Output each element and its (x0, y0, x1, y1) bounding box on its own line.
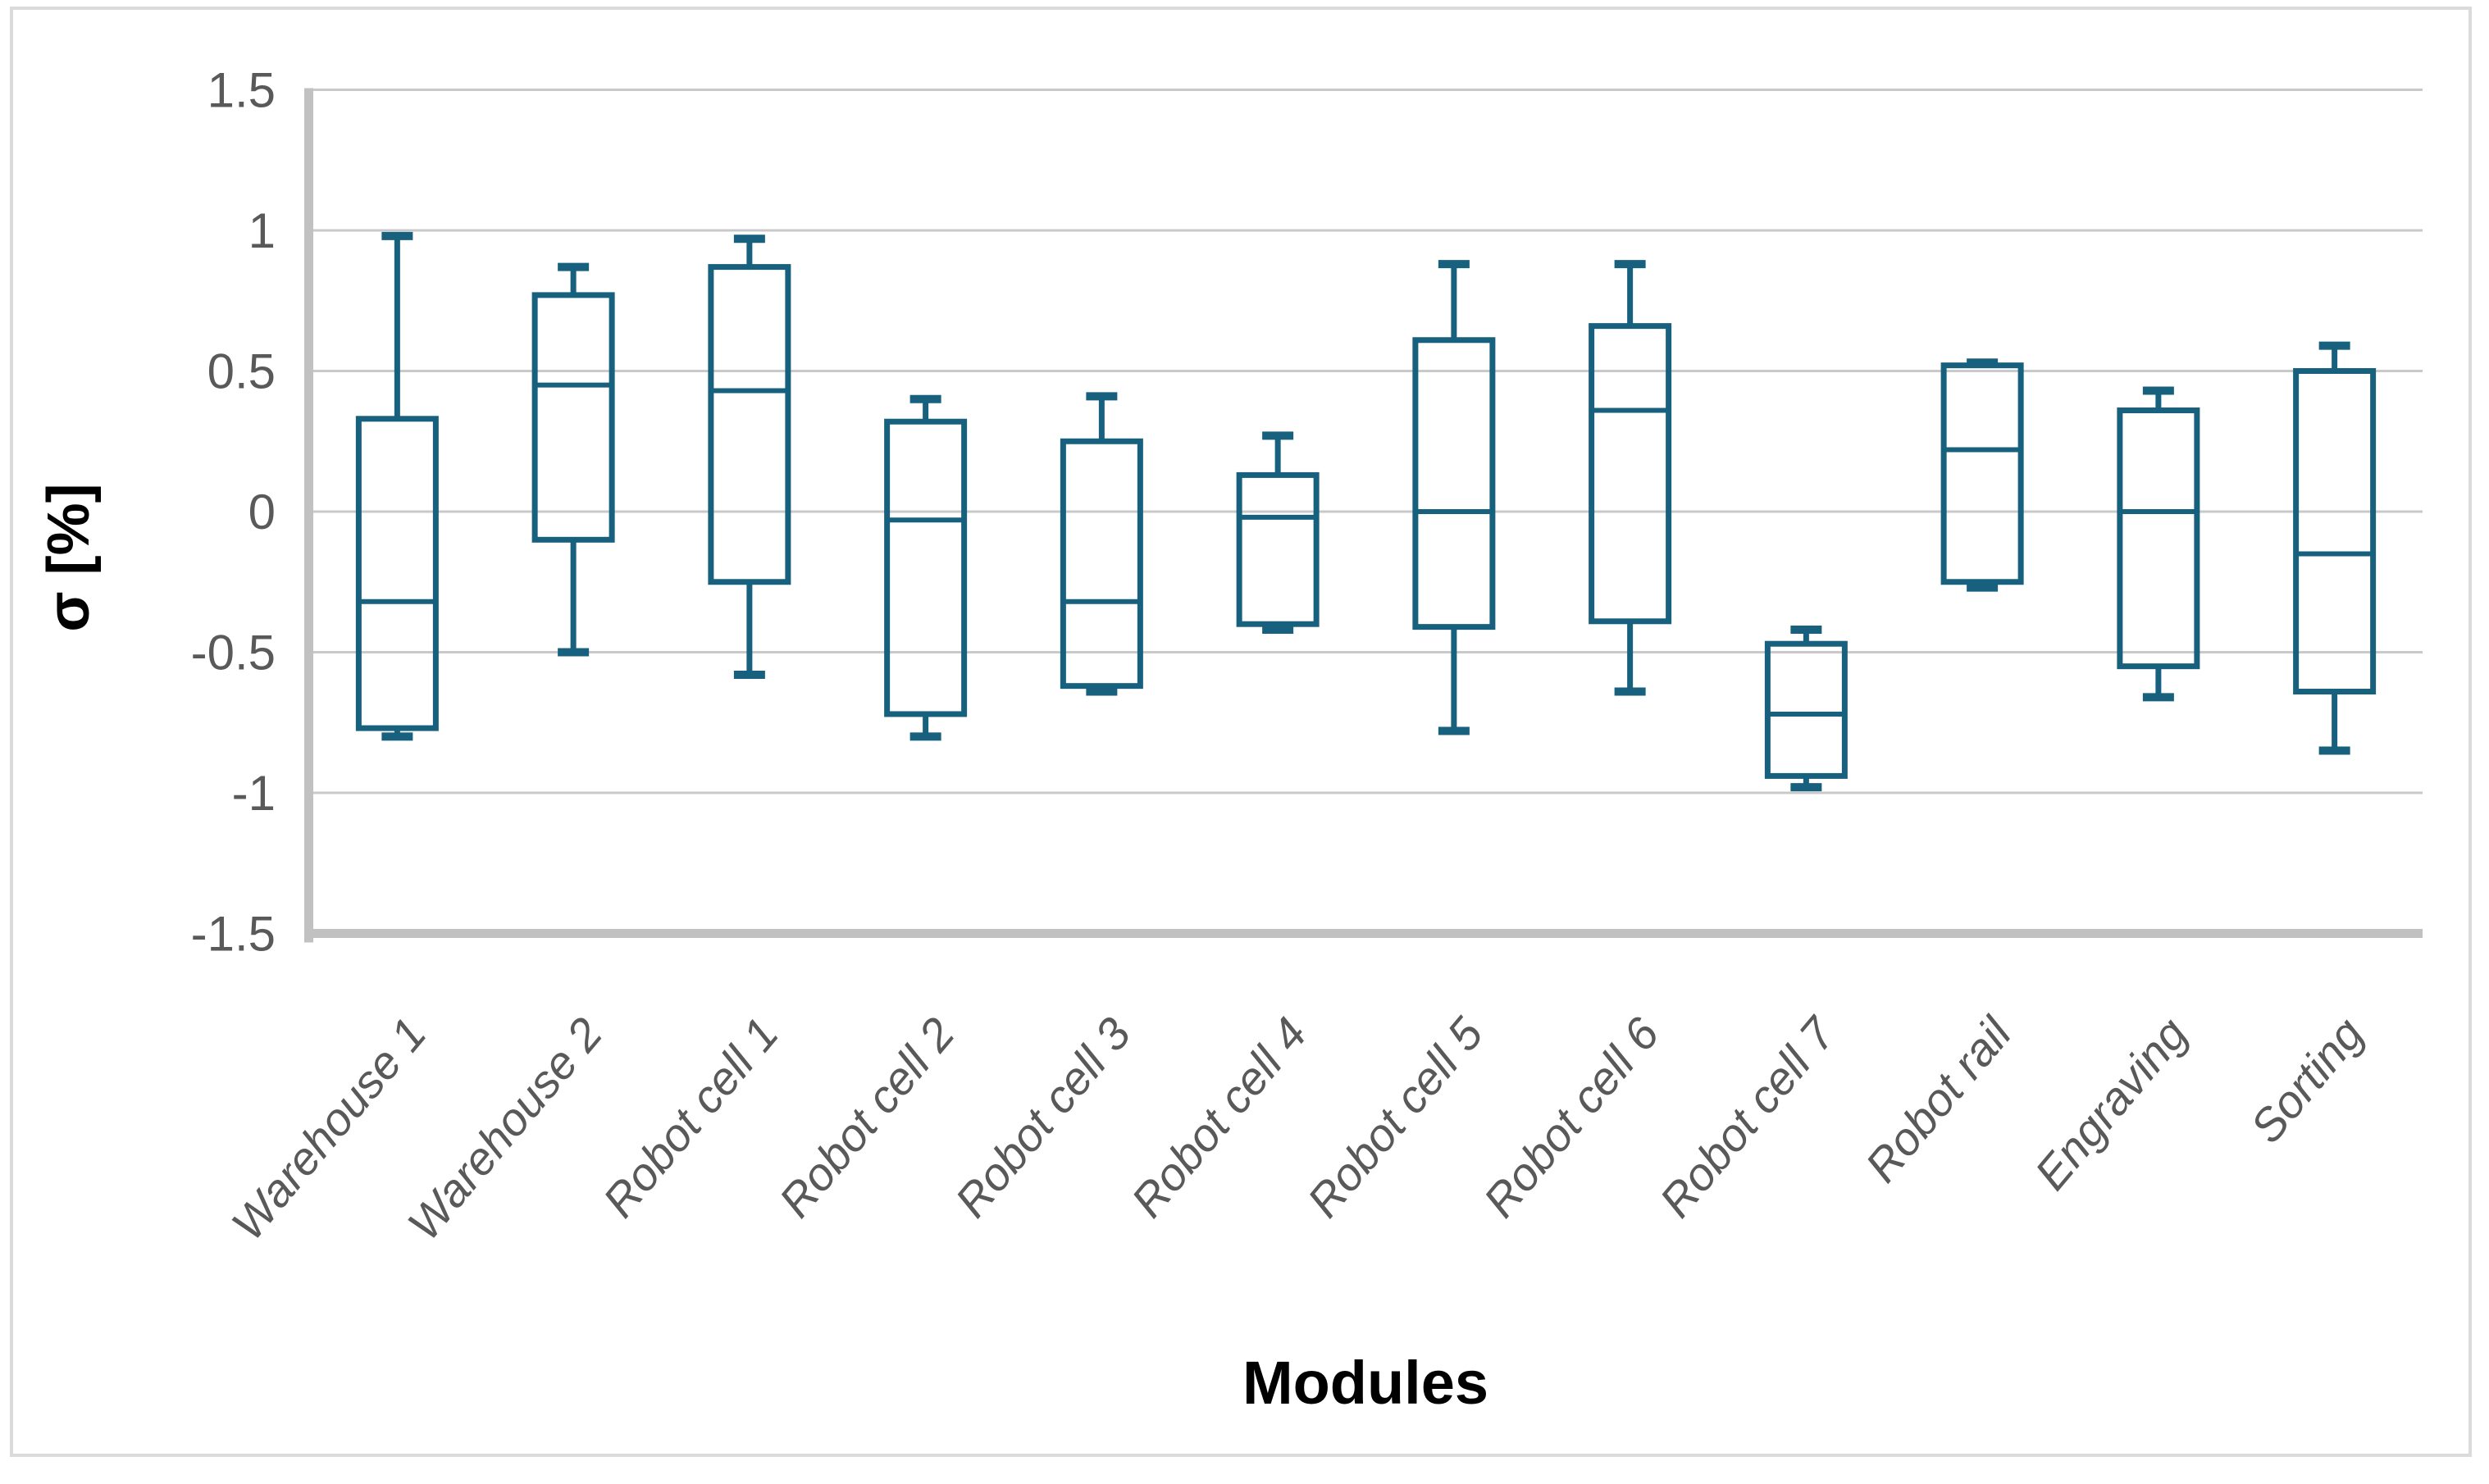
iqr-box (2117, 407, 2200, 670)
box-robot-cell-2 (884, 394, 968, 741)
box-robot-cell-1 (708, 234, 791, 679)
box-robot-cell-3 (1060, 392, 1143, 696)
y-axis-line (304, 88, 313, 943)
y-tick-label: 1.5 (207, 63, 276, 118)
iqr-box (531, 292, 615, 543)
iqr-box (1589, 323, 1672, 625)
x-axis-title: Modules (1242, 1349, 1488, 1417)
box-robot-cell-4 (1236, 431, 1320, 635)
y-tick-label: -1.5 (191, 907, 276, 962)
x-category-label: Robot cell 3 (945, 1008, 1140, 1227)
iqr-box (708, 264, 791, 585)
iqr-box (1236, 471, 1320, 627)
x-category-label: Robot cell 5 (1297, 1008, 1493, 1227)
x-axis-line (304, 929, 2423, 938)
box-engraving (2117, 386, 2200, 702)
box-robot-rail (1940, 358, 2024, 592)
box-robot-cell-5 (1412, 260, 1496, 735)
iqr-box (1940, 362, 2024, 585)
box-robot-cell-7 (1764, 626, 1848, 792)
x-category-label: Robot cell 7 (1649, 1007, 1846, 1227)
y-axis-title: σ [%] (36, 483, 102, 631)
box-robot-cell-6 (1589, 260, 1672, 696)
x-category-label: Robot cell 1 (593, 1008, 788, 1227)
x-category-label: Robot rail (1855, 1007, 2022, 1191)
box-warehouse-1 (355, 231, 439, 741)
x-category-label: Robot cell 4 (1121, 1008, 1316, 1227)
iqr-box (1412, 337, 1496, 630)
y-tick-label: 1 (248, 203, 276, 258)
iqr-box (355, 416, 439, 731)
box-series (355, 231, 2377, 792)
x-category-label: Sorting (2241, 1008, 2373, 1152)
y-tick-label: -1 (232, 766, 276, 821)
y-tick-label: 0 (248, 485, 276, 539)
x-category-label: Robot cell 2 (768, 1008, 964, 1227)
axis-lines (304, 88, 2423, 943)
y-tick-label: -0.5 (191, 626, 276, 681)
iqr-box (884, 418, 968, 717)
gridlines (304, 89, 2423, 935)
y-axis-tick-labels: 1.5 1 0.5 0 -0.5 -1 -1.5 (191, 63, 276, 962)
iqr-box (2293, 368, 2377, 695)
y-tick-label: 0.5 (207, 344, 276, 399)
box-sorting (2293, 341, 2377, 755)
figure-border (10, 7, 2472, 1457)
iqr-box (1060, 438, 1143, 690)
x-category-label: Engraving (2025, 1008, 2197, 1199)
iqr-box (1764, 640, 1848, 779)
box-warehouse-2 (531, 262, 615, 657)
x-category-label: Robot cell 6 (1473, 1008, 1669, 1227)
